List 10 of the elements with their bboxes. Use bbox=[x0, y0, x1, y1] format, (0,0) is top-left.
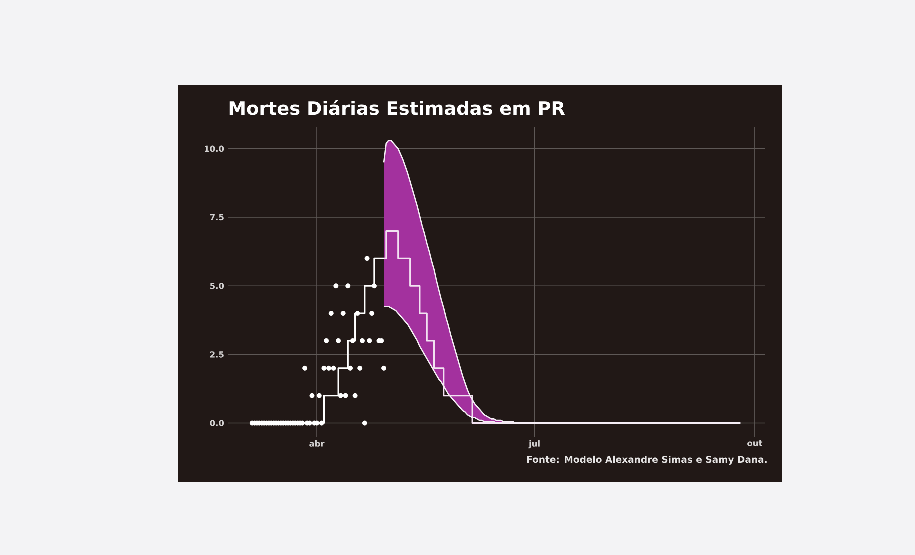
x-tick-label: out bbox=[748, 440, 763, 446]
source-note: Fonte: Modelo Alexandre Simas e Samy Dana. bbox=[527, 456, 767, 465]
x-tick-label: abr bbox=[310, 440, 325, 447]
y-tick-label: 0.0 bbox=[210, 420, 224, 426]
chart-title: Mortes Diárias Estimadas em PR bbox=[230, 100, 566, 116]
y-tick-label: 7.5 bbox=[210, 214, 224, 221]
y-tick-label: 10.0 bbox=[205, 146, 224, 152]
x-tick-label: jul bbox=[528, 440, 540, 449]
y-tick-label: 5.0 bbox=[210, 282, 224, 290]
y-tick-label: 2.5 bbox=[210, 352, 224, 358]
